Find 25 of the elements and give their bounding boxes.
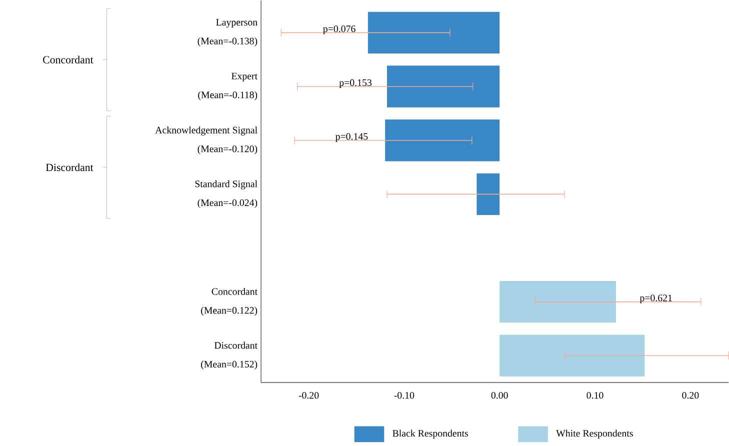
y-tick-label: Concordant (Mean=0.122) (201, 288, 258, 316)
y-tick-label: Expert (Mean=-0.118) (198, 72, 258, 100)
legend-label: Black Respondents (392, 430, 468, 439)
x-tick-label: 0.20 (682, 392, 699, 399)
y-tick-label: Acknowledgement Signal (Mean=-0.120) (155, 126, 258, 154)
x-tick-label: 0.10 (586, 392, 604, 399)
bar (500, 334, 645, 376)
y-tick-label: Standard Signal (Mean=-0.024) (195, 180, 258, 208)
y-tick-label: Layperson (Mean=-0.138) (198, 18, 258, 46)
bar (387, 66, 500, 108)
bar (500, 280, 616, 323)
bar (476, 173, 500, 215)
x-tick-label: -0.10 (394, 392, 414, 399)
annotation: p=0.145 (335, 133, 368, 142)
bar (385, 119, 500, 162)
annotation: p=0.621 (640, 294, 672, 304)
annotation: p=0.153 (339, 79, 372, 88)
x-tick-label: -0.20 (298, 392, 319, 399)
text: Discordant (46, 163, 94, 172)
legend-label: White Respondents (556, 430, 633, 439)
text: Concordant (43, 56, 94, 64)
annotation: p=0.076 (323, 25, 356, 34)
bar (368, 12, 500, 54)
x-tick-label: 0.00 (491, 392, 508, 399)
y-tick-label: Discordant (Mean=0.152) (201, 342, 258, 370)
